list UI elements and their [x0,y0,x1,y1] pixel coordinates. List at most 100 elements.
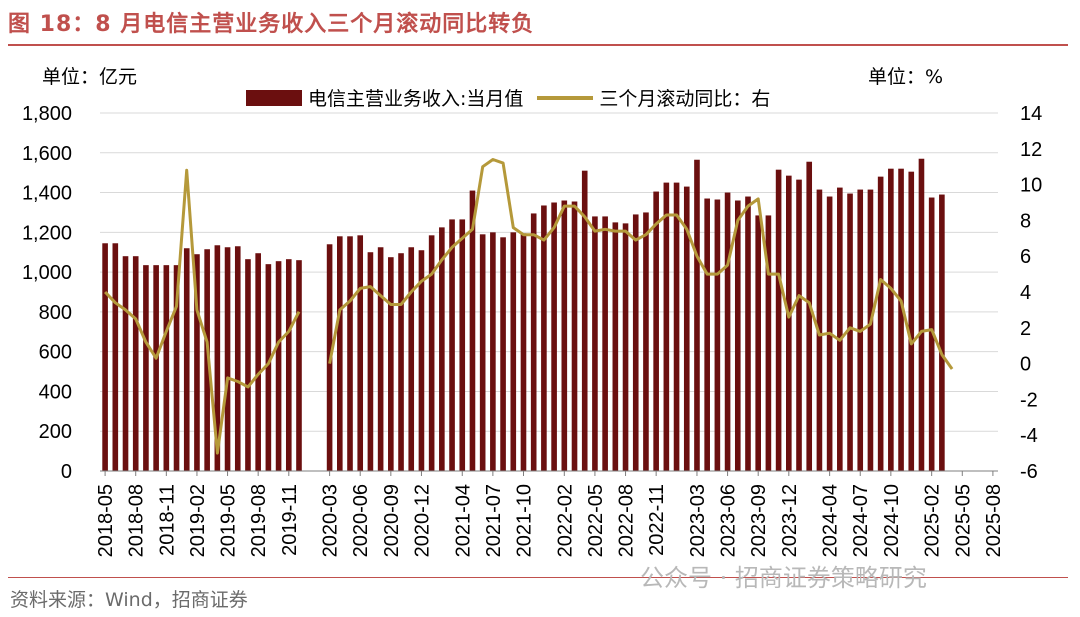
bar [449,219,455,471]
x-tick-label: 2019-05 [218,484,240,557]
legend-bar-swatch [246,89,302,106]
source-note: 资料来源：Wind，招商证券 [10,589,248,611]
bar [541,205,547,471]
bar [551,202,557,471]
y-right-tick-label: 14 [1020,103,1042,125]
bar [683,186,690,472]
bar [500,237,506,471]
y-left-tick-label: 0 [61,461,72,483]
x-tick-label: 2018-08 [126,484,148,557]
title-divider [8,44,1068,46]
x-tick-label: 2025-05 [952,484,974,557]
x-tick-label: 2022-11 [646,484,668,556]
bar-series [102,158,945,472]
x-tick-label: 2023-06 [718,484,740,557]
bar [204,249,210,471]
x-tick-label: 2020-12 [411,484,433,557]
y-left-tick-label: 1,200 [22,222,72,244]
bar [265,264,272,471]
watermark: 公众号 · 招商证券策略研究 [640,564,927,592]
bar [806,161,813,471]
legend-line-label: 三个月滚动同比：右 [599,88,771,110]
y-right-tick-label: -4 [1020,425,1038,447]
bar [398,253,404,471]
bar [928,197,935,471]
bar [867,189,874,472]
bar [143,265,149,471]
bar [734,200,741,471]
y-left-tick-label: 1,000 [22,262,72,284]
x-tick-label: 2021-04 [452,484,474,557]
bar [724,192,731,472]
bar [939,194,945,472]
y-left-tick-label: 1,800 [22,103,72,125]
bar [388,257,394,471]
left-axis-unit: 单位：亿元 [42,66,138,88]
x-tick-label: 2019-08 [248,484,270,557]
y-right-tick-label: -6 [1020,461,1038,483]
bar [418,250,425,471]
bar [102,243,108,471]
bar [459,219,466,471]
legend-line-swatch [537,95,594,100]
bar [592,216,598,471]
bar [571,201,578,471]
bar [275,261,282,471]
bar [194,254,200,471]
y-right-tick-label: 10 [1020,175,1042,197]
y-right-tick-label: -2 [1020,389,1038,411]
x-tick-label: 2023-12 [779,484,801,557]
bar [888,168,894,471]
bar [122,256,129,471]
bar [775,169,782,471]
bar [153,265,159,471]
bar [602,216,608,471]
bar [714,199,721,471]
bar [643,212,649,471]
bar [581,170,588,471]
bar [347,236,353,471]
bar [245,259,251,471]
bar [622,223,629,471]
bar [490,232,496,471]
y-left-tick-label: 800 [39,302,72,324]
bar [745,196,751,472]
x-tick-label: 2022-08 [616,484,638,557]
x-tick-label: 2018-11 [156,484,178,556]
x-tick-label: 2018-05 [95,484,117,557]
bar [765,215,772,471]
axes: 0 200 400 600 800 1,000 1,200 1,400 1,600 1,800 -6… [22,103,1042,557]
x-tick-label: 2022-02 [554,484,576,557]
bar [837,187,843,472]
y-left-tick-label: 200 [39,421,72,443]
bar [163,265,170,471]
bar [704,198,710,471]
x-tick-label: 2023-09 [748,484,770,557]
bar [408,247,415,471]
bar [296,260,302,471]
yoy-line [104,158,954,455]
bar [469,190,476,472]
bar [561,200,568,471]
bar [234,246,241,471]
x-tick-label: 2025-02 [922,484,944,557]
bar [439,227,445,471]
y-left-tick-label: 1,400 [22,183,72,205]
y-right-tick-label: 4 [1020,282,1031,304]
bar [847,193,853,472]
footer-divider [8,577,1068,578]
bar [285,259,292,471]
x-tick-label: 2022-05 [585,484,607,557]
x-tick-label: 2021-10 [514,484,536,557]
y-right-tick-label: 6 [1020,246,1031,268]
bar [530,213,537,471]
y-left-tick-label: 1,600 [22,143,72,165]
bar [510,232,517,471]
x-tick-label: 2020-06 [350,484,372,557]
bar [612,222,619,471]
bar [337,236,343,471]
y-left-tick-label: 400 [39,381,72,403]
x-tick-label: 2024-10 [881,484,903,557]
bar [755,215,761,471]
bar [786,175,792,471]
